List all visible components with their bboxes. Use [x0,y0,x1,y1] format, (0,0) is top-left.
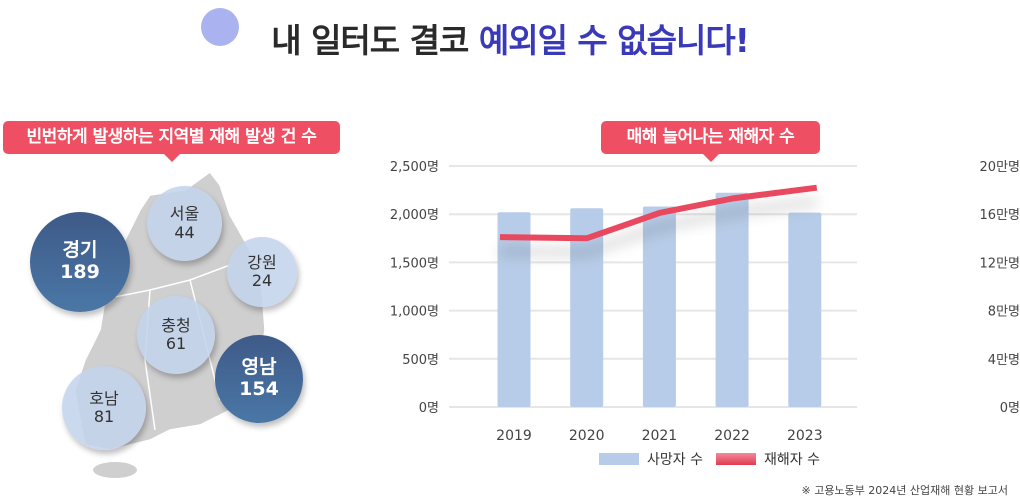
legend-swatch-line [716,453,756,465]
region-count: 44 [174,222,195,242]
legend-injured: 재해자 수 [716,449,820,469]
map-section-label: 빈번하게 발생하는 지역별 재해 발생 건 수 [3,121,340,162]
right-tick-label: 0명 [1000,401,1020,416]
left-tick-label: 1,500명 [390,256,439,271]
bar-2022 [715,192,749,407]
title-highlight: 예외일 수 없습니다! [478,21,750,60]
x-tick-label: 2021 [642,428,678,444]
right-tick-label: 12만명 [980,256,1020,271]
legend-deaths: 사망자 수 [599,449,703,469]
bar-2020 [570,208,604,407]
right-tick-label: 8만명 [988,305,1020,320]
x-tick-label: 2022 [714,428,750,444]
region-name: 경기 [62,239,98,262]
x-tick-label: 2023 [787,428,823,444]
line-series-injured [499,184,818,242]
region-bubble-seoul: 서울 44 [147,186,222,261]
combo-chart: 0명 0명 500명 4만명 1,000명 8만명 1,500명 12만명 2,000명 16만명… [390,160,1020,444]
x-tick-label: 2019 [496,428,532,444]
title-text: 내 일터도 결코 [271,21,479,60]
page-title: 내 일터도 결코 예외일 수 없습니다! [0,14,1020,62]
right-tick-label: 16만명 [980,208,1020,223]
left-tick-label: 0명 [419,401,439,416]
decorative-circle [201,8,239,46]
region-bubble-honam: 호남 81 [62,366,146,450]
bar-2019 [497,212,531,407]
legend-label: 사망자 수 [647,452,703,468]
region-count: 61 [165,334,187,353]
region-bubble-gyeonggi: 경기 189 [30,212,130,312]
region-name: 호남 [89,388,119,408]
region-bubble-chungcheong: 충청 61 [137,296,215,374]
chart-section-label: 매해 늘어나는 재해자 수 [601,121,820,162]
bar-2023 [788,212,822,407]
right-tick-label: 20만명 [980,160,1020,175]
source-note: ※ 고용노동부 2024년 산업재해 현황 보고서 [801,484,1009,497]
region-count: 81 [93,407,115,426]
x-tick-label: 2020 [569,428,605,444]
region-count: 24 [251,271,273,290]
left-tick-label: 2,500명 [390,160,439,175]
region-count: 189 [60,261,100,283]
region-name: 강원 [247,252,277,272]
region-name: 충청 [161,315,191,335]
left-tick-label: 500명 [402,353,439,368]
legend-swatch-bar [599,453,639,465]
region-bubble-gangwon: 강원 24 [227,237,297,307]
bar-2021 [642,206,676,407]
region-bubble-yeongnam: 영남 154 [215,335,303,423]
region-name: 영남 [241,356,277,379]
legend-label: 재해자 수 [764,452,820,468]
region-name: 서울 [169,204,200,224]
left-tick-label: 1,000명 [390,305,439,320]
right-tick-label: 4만명 [988,353,1020,368]
region-count: 154 [239,378,279,400]
left-tick-label: 2,000명 [390,208,439,223]
